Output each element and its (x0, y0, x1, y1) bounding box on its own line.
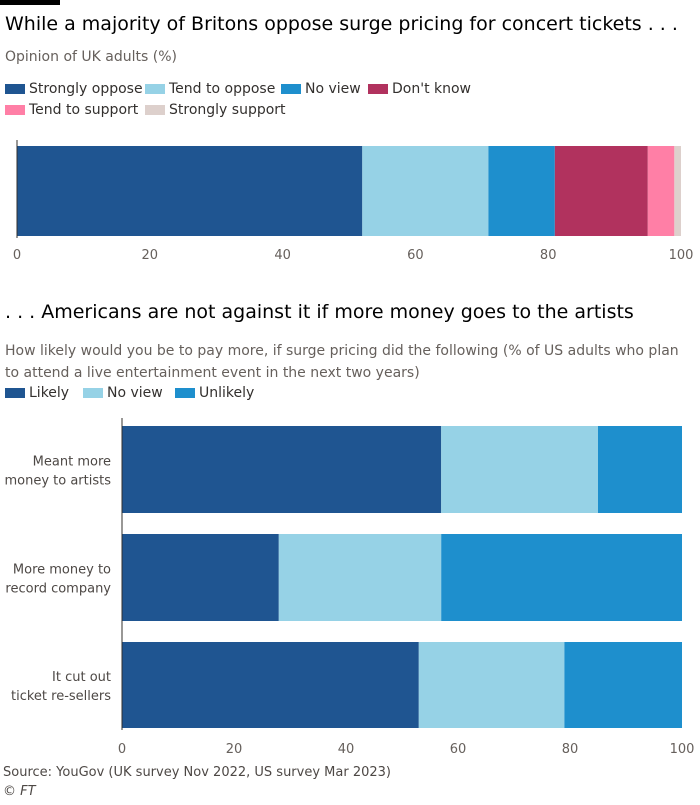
bar-segment (647, 146, 675, 236)
bar-segment (122, 426, 442, 513)
chart1-legend-item: Tend to oppose (145, 80, 275, 98)
x-tick-label: 0 (13, 248, 21, 263)
brand-bar (0, 0, 60, 5)
x-tick-label: 60 (407, 248, 424, 263)
chart2-legend-item: Unlikely (175, 384, 254, 402)
chart2-subtitle: How likely would you be to pay more, if … (5, 343, 679, 381)
x-tick-label: 80 (562, 742, 579, 757)
chart2-title: . . . Americans are not against it if mo… (5, 301, 634, 323)
chart1-legend-item: Strongly oppose (5, 80, 143, 98)
chart2-legend-item: Likely (5, 384, 69, 402)
legend-label: Unlikely (199, 385, 255, 401)
legend-label: Likely (29, 385, 70, 401)
legend-swatch (281, 84, 301, 94)
legend-swatch (175, 388, 195, 398)
bar-segment (17, 146, 363, 236)
source-note: Source: YouGov (UK survey Nov 2022, US s… (3, 765, 391, 780)
x-tick-label: 20 (142, 248, 159, 263)
legend-swatch (5, 105, 25, 115)
legend-label: Strongly support (169, 102, 286, 118)
bar-segment (362, 146, 489, 236)
chart1-legend-item: No view (281, 80, 361, 98)
category-label: Meant more money to artists (4, 455, 111, 489)
chart1-legend-item: Don't know (368, 80, 471, 98)
bar-segment (554, 146, 648, 236)
legend-swatch (368, 84, 388, 94)
x-tick-label: 60 (450, 742, 467, 757)
ft-credit: © FT (3, 784, 36, 799)
x-tick-label: 80 (540, 248, 557, 263)
x-tick-label: 40 (274, 248, 291, 263)
chart2-svg: Meant more money to artists More money to r… (4, 418, 695, 757)
bar-segment (441, 426, 598, 513)
chart1-svg: 0 20 40 60 80 100 (13, 140, 694, 263)
legend-label: Tend to oppose (169, 81, 276, 97)
chart2-legend-item: No view (83, 384, 163, 402)
legend-swatch (5, 84, 25, 94)
chart1-subtitle: Opinion of UK adults (%) (5, 49, 177, 65)
x-tick-label: 100 (670, 742, 695, 757)
legend-swatch (5, 388, 25, 398)
x-tick-label: 0 (118, 742, 126, 757)
legend-label: Tend to support (29, 102, 139, 118)
bar-segment (122, 642, 419, 728)
bar-segment (441, 534, 682, 621)
legend-label: Don't know (392, 81, 472, 97)
legend-swatch (83, 388, 103, 398)
bar-segment (122, 534, 279, 621)
bar-segment (674, 146, 681, 236)
x-tick-label: 20 (226, 742, 243, 757)
bar-segment (418, 642, 565, 728)
category-label: More money to record company (5, 563, 111, 597)
chart1-legend-item: Tend to support (5, 101, 138, 119)
bar-segment (598, 426, 682, 513)
category-label: It cut out ticket re-sellers (11, 670, 111, 704)
chart1-legend-item: Strongly support (145, 101, 286, 119)
legend-swatch (145, 105, 165, 115)
legend-label: No view (305, 81, 361, 97)
chart1-title: While a majority of Britons oppose surge… (5, 13, 678, 35)
legend-label: No view (107, 385, 163, 401)
x-tick-label: 100 (669, 248, 694, 263)
legend-swatch (145, 84, 165, 94)
x-tick-label: 40 (338, 742, 355, 757)
bar-segment (278, 534, 442, 621)
bar-segment (488, 146, 555, 236)
bar-segment (564, 642, 682, 728)
legend-label: Strongly oppose (29, 81, 143, 97)
